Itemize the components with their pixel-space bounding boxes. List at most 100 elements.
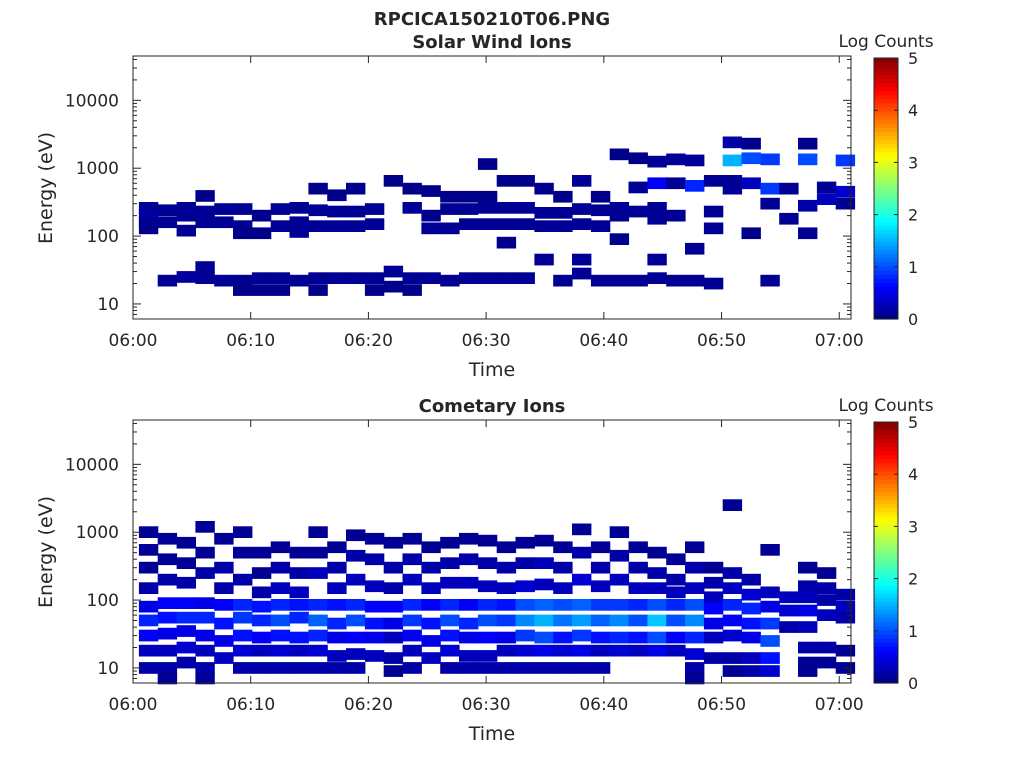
- heatmap-cell: [496, 599, 517, 611]
- heatmap-cell: [233, 284, 253, 296]
- heatmap-cell: [722, 629, 743, 642]
- heatmap-cell: [421, 635, 441, 647]
- heatmap-cell: [233, 546, 253, 559]
- y-tick-label: 10000: [65, 455, 119, 475]
- heatmap-cell: [647, 614, 667, 627]
- colorbar-segment: [874, 507, 898, 513]
- heatmap-cell: [214, 617, 234, 630]
- heatmap-cell: [421, 599, 441, 611]
- heatmap-cell: [477, 580, 498, 593]
- colorbar-segment: [874, 90, 898, 96]
- heatmap-cell: [647, 177, 667, 190]
- heatmap-cell: [477, 158, 498, 170]
- heatmap-cell: [496, 582, 517, 594]
- colorbar-tick-label: 2: [908, 206, 918, 225]
- heatmap-cell: [233, 662, 253, 674]
- colorbar-segment: [874, 638, 898, 643]
- colorbar-segment: [874, 674, 898, 680]
- heatmap-cell: [647, 582, 667, 594]
- heatmap-cell: [157, 672, 178, 685]
- heatmap-cell: [496, 202, 517, 214]
- heatmap-cell: [572, 218, 592, 230]
- heatmap-cell: [647, 546, 667, 559]
- heatmap-cell: [760, 153, 780, 166]
- heatmap-cell: [798, 591, 818, 604]
- heatmap-cell: [572, 523, 592, 536]
- heatmap-cell: [816, 594, 837, 606]
- colorbar-segment: [874, 670, 898, 676]
- colorbar-segment: [874, 662, 898, 668]
- heatmap-cell: [270, 644, 291, 657]
- heatmap-cell: [402, 629, 422, 642]
- heatmap-cell: [251, 662, 272, 674]
- heatmap-cell: [496, 561, 517, 574]
- colorbar-segment: [874, 127, 898, 133]
- heatmap-cell: [553, 599, 573, 611]
- colorbar-segment: [874, 233, 898, 239]
- heatmap-cell: [553, 541, 573, 554]
- heatmap-cell: [157, 627, 178, 640]
- y-tick-label: 10: [97, 295, 119, 315]
- heatmap-cell: [609, 549, 630, 562]
- colorbar-segment: [874, 430, 898, 435]
- colorbar-segment: [874, 306, 898, 312]
- heatmap-cell: [666, 644, 686, 657]
- colorbar-segment: [874, 111, 898, 116]
- x-tick-label: 06:20: [344, 695, 393, 715]
- heatmap-cell: [251, 227, 272, 240]
- heatmap-cell: [346, 614, 366, 627]
- heatmap-cell: [421, 541, 441, 554]
- heatmap-cell: [515, 557, 535, 569]
- colorbar-segment: [874, 286, 898, 292]
- heatmap-cell: [214, 561, 234, 574]
- heatmap-cell: [195, 216, 215, 229]
- heatmap-cell: [703, 175, 724, 187]
- heatmap-cell: [534, 631, 554, 644]
- heatmap-cell: [195, 546, 215, 559]
- heatmap-cell: [835, 611, 856, 624]
- colorbar-segment: [874, 208, 898, 214]
- colorbar-segment: [874, 180, 898, 186]
- plot-frame-solar-wind: [132, 55, 852, 320]
- heatmap-cell: [251, 600, 272, 613]
- colorbar-segment: [874, 426, 898, 431]
- heatmap-cell: [440, 629, 460, 642]
- colorbar-segment: [874, 540, 898, 545]
- colorbar-segment: [874, 654, 898, 660]
- panel-title-cometary: Cometary Ions: [419, 396, 566, 417]
- x-tick-label: 06:00: [109, 695, 158, 715]
- heatmap-cell: [496, 272, 517, 284]
- heatmap-cell: [534, 644, 554, 657]
- heatmap-cell: [233, 599, 253, 611]
- colorbar-segment: [874, 556, 898, 562]
- heatmap-cell: [440, 557, 460, 569]
- colorbar-segment: [874, 86, 898, 92]
- colorbar-segment: [874, 310, 898, 316]
- heatmap-cell: [195, 190, 215, 202]
- heatmap-cell: [515, 644, 535, 657]
- heatmap-cell: [440, 644, 460, 657]
- heatmap-cell: [459, 190, 479, 203]
- heatmap-cell: [515, 662, 535, 674]
- heatmap-cell: [628, 582, 648, 594]
- heatmap-cell: [214, 652, 234, 664]
- heatmap-cell: [459, 662, 479, 674]
- heatmap-cell: [628, 152, 648, 165]
- heatmap-cell: [477, 650, 498, 662]
- colorbar-segment: [874, 487, 898, 492]
- colorbar-tick-label: 2: [908, 570, 918, 589]
- heatmap-cell: [798, 199, 818, 212]
- heatmap-cell: [195, 521, 215, 533]
- y-tick-label: 100: [87, 227, 119, 247]
- colorbar-segment: [874, 658, 898, 664]
- heatmap-cell: [590, 274, 611, 287]
- heatmap-cell: [459, 650, 479, 662]
- heatmap-cell: [553, 207, 573, 219]
- heatmap-cell: [308, 644, 328, 657]
- colorbar-segment: [874, 621, 898, 627]
- colorbar-segment: [874, 601, 898, 607]
- heatmap-cell: [760, 197, 780, 210]
- heatmap-cell: [289, 202, 309, 214]
- heatmap-cells-solar-wind: [138, 136, 856, 296]
- colorbar-segment: [874, 278, 898, 283]
